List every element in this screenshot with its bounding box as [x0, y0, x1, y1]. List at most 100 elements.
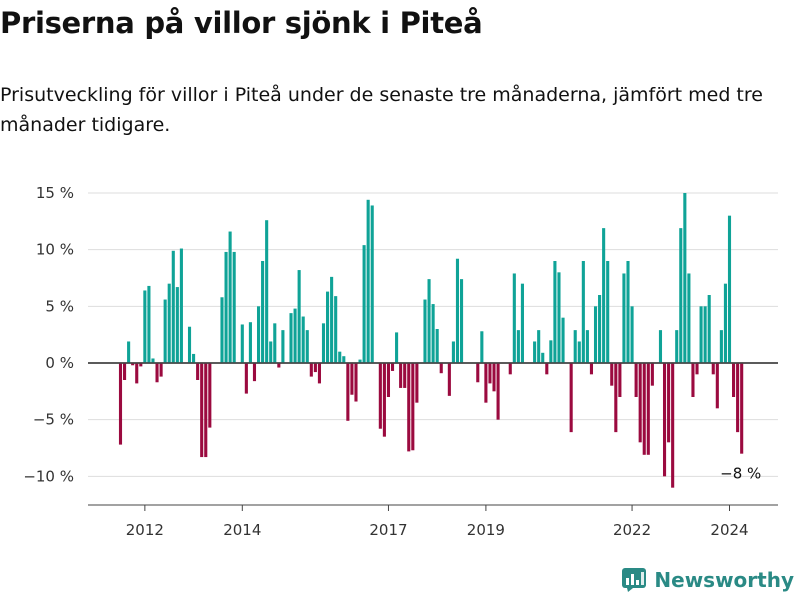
bar: [602, 228, 606, 363]
bar: [630, 306, 634, 363]
bar-series: [88, 193, 778, 488]
bar: [366, 199, 370, 363]
bar: [585, 330, 589, 363]
newsworthy-logo: Newsworthy: [622, 568, 794, 592]
bar: [537, 330, 541, 363]
bar: [187, 326, 192, 363]
bar: [675, 330, 679, 363]
bar: [321, 323, 326, 363]
bar: [313, 363, 317, 373]
y-tick-label: 5 %: [45, 297, 74, 315]
bar: [610, 363, 614, 386]
bar: [224, 251, 228, 363]
bar: [131, 363, 135, 366]
bar: [459, 279, 464, 363]
bar: [476, 363, 480, 383]
page-title: Priserna på villor sjönk i Piteå: [0, 6, 483, 40]
bar: [390, 363, 395, 371]
bar: [447, 363, 451, 396]
bar: [309, 363, 313, 377]
bar: [403, 363, 407, 388]
bar: [646, 363, 650, 455]
bar: [370, 205, 374, 363]
bar: [118, 363, 123, 445]
bar: [399, 363, 403, 388]
bar: [277, 363, 281, 368]
bar: [687, 273, 691, 363]
x-tick-label: 2019: [467, 521, 505, 539]
y-tick-label: −5 %: [33, 411, 74, 429]
bar: [455, 258, 460, 363]
bar: [732, 363, 736, 397]
bar: [269, 341, 273, 363]
bar: [492, 363, 496, 392]
bar: [297, 270, 301, 363]
bar: [350, 363, 354, 395]
x-tick-label: 2024: [710, 521, 748, 539]
bar: [561, 317, 565, 363]
bar: [593, 306, 598, 363]
x-tick-label: 2017: [369, 521, 407, 539]
bar: [658, 330, 663, 363]
bar: [228, 231, 232, 363]
bar: [204, 363, 208, 458]
bar: [626, 261, 630, 363]
bar: [667, 363, 671, 443]
bar: [496, 363, 500, 420]
bar: [533, 341, 537, 363]
bar: [508, 363, 512, 375]
bar: [683, 193, 687, 363]
bar: [386, 363, 391, 397]
bar: [715, 363, 719, 409]
bar: [707, 295, 711, 363]
bar: [289, 313, 293, 363]
bar: [512, 273, 516, 363]
bar: [727, 215, 732, 363]
bar: [232, 251, 236, 363]
bar: [480, 331, 484, 363]
x-tick-label: 2012: [126, 521, 164, 539]
bar: [642, 363, 646, 455]
bar: [614, 363, 618, 433]
bar: [155, 363, 159, 383]
bar: [634, 363, 638, 397]
bar: [662, 363, 667, 477]
y-axis: 15 % 10 % 5 % 0 % −5 % −10 %: [23, 184, 74, 485]
bar: [196, 363, 200, 380]
bar: [127, 341, 131, 363]
bar: [256, 306, 261, 363]
last-value-label: −8 %: [720, 465, 761, 483]
bar: [431, 304, 435, 363]
bar: [220, 297, 224, 363]
bar: [581, 261, 585, 363]
bar: [573, 330, 577, 363]
bar: [484, 363, 488, 403]
bar: [711, 363, 715, 375]
bar: [293, 308, 297, 363]
bar: [699, 306, 703, 363]
bar: [179, 248, 183, 363]
bar: [395, 332, 399, 363]
bar: [723, 283, 727, 363]
x-axis: 2012 2014 2017 2019 2022 2024: [88, 504, 778, 539]
bar: [415, 363, 419, 403]
bar: [557, 272, 561, 363]
bar: [171, 250, 175, 363]
bar: [317, 363, 321, 384]
bar: [569, 363, 573, 433]
bar: [695, 363, 699, 375]
bar: [545, 363, 549, 375]
bar: [273, 323, 277, 363]
bar: [549, 340, 553, 363]
bar: [163, 299, 167, 363]
y-tick-label: 15 %: [36, 184, 74, 202]
bar: [334, 296, 338, 363]
bar: [147, 285, 151, 363]
bar: [326, 291, 330, 363]
bar: [123, 363, 127, 380]
bar: [520, 283, 524, 363]
x-tick-label: 2022: [613, 521, 651, 539]
bar: [151, 358, 155, 363]
bar: [208, 363, 212, 428]
